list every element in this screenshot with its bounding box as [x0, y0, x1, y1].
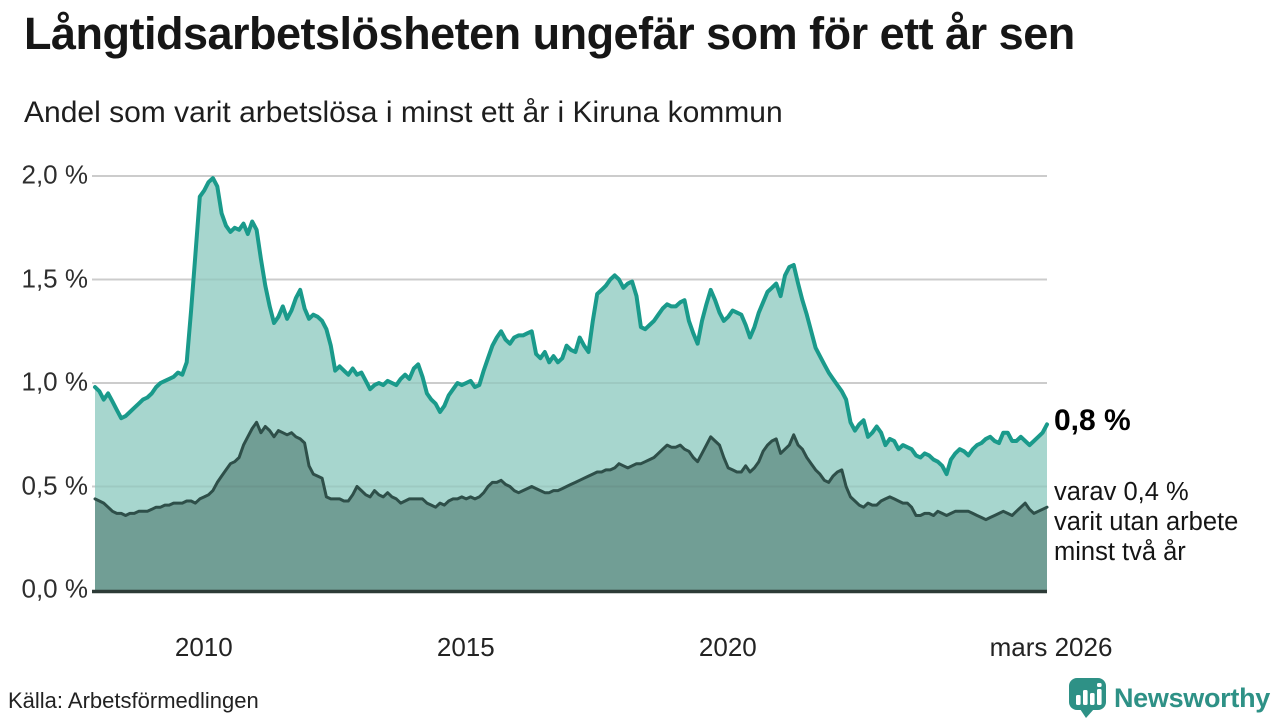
y-axis-tick-label: 2,0 % [21, 159, 89, 190]
line-minst-tva-ar [93, 420, 1049, 522]
secondary-annotation-line: minst två år [1054, 538, 1186, 566]
x-axis-tick-label: 2010 [174, 632, 233, 662]
x-axis-tick-label: 2020 [698, 632, 757, 662]
secondary-annotation-line: varit utan arbete [1054, 508, 1239, 536]
newsworthy-pin-barchart-icon [1068, 677, 1107, 719]
area-minst-tva-ar [95, 422, 1047, 590]
newsworthy-branding: Newsworthy [1068, 677, 1270, 719]
x-axis-tick-label: mars 2026 [989, 632, 1113, 662]
y-axis-tick-label: 1,5 % [21, 262, 89, 293]
y-axis-tick-label: 0,0 % [21, 573, 89, 604]
source-attribution: Källa: Arbetsförmedlingen [8, 688, 259, 713]
secondary-value-annotation: varav 0,4 % varit utan arbete minst två … [1054, 477, 1238, 567]
page-title: Långtidsarbetslösheten ungefär som för e… [24, 8, 1075, 59]
line-minst-ett-ar [93, 176, 1049, 477]
newsworthy-wordmark: Newsworthy [1113, 682, 1270, 713]
latest-value-annotation: 0,8 % [1054, 404, 1131, 437]
y-axis-tick-label: 0,5 % [21, 469, 89, 500]
secondary-annotation-line: varav 0,4 % [1054, 478, 1189, 506]
y-axis-tick-label: 1,0 % [21, 366, 89, 397]
x-axis-tick-label: 2015 [436, 632, 495, 662]
page-subtitle: Andel som varit arbetslösa i minst ett å… [24, 96, 783, 129]
